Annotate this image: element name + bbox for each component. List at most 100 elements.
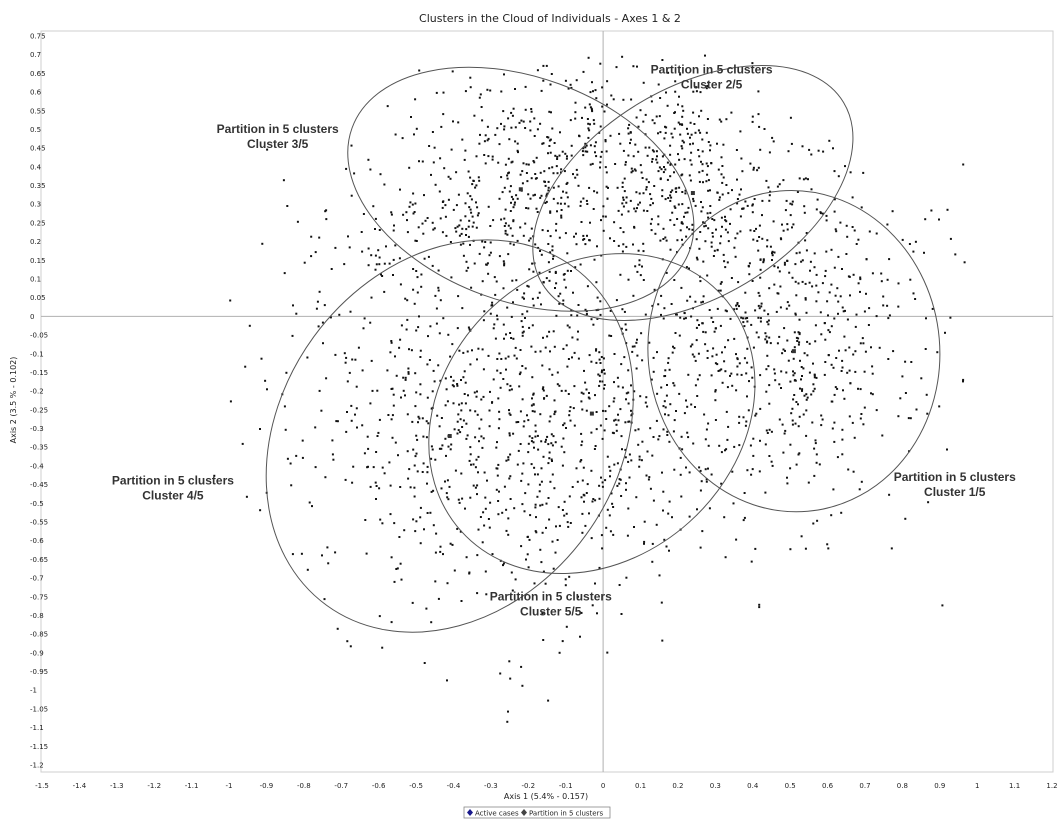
data-point — [912, 292, 915, 295]
data-point — [624, 448, 627, 451]
data-point — [603, 110, 606, 113]
data-point — [604, 410, 607, 413]
data-point — [518, 373, 521, 376]
data-point — [556, 539, 559, 541]
data-point — [348, 371, 351, 374]
data-point — [623, 310, 626, 313]
data-point — [522, 330, 525, 333]
data-point — [622, 196, 625, 199]
data-point — [793, 331, 796, 334]
data-point — [444, 404, 447, 407]
data-point — [755, 227, 757, 230]
data-point — [668, 500, 671, 503]
data-point — [563, 170, 566, 173]
data-point — [610, 335, 613, 337]
data-point — [754, 309, 757, 312]
data-point — [830, 283, 833, 286]
data-point — [475, 458, 478, 461]
data-point — [707, 227, 710, 230]
data-point — [417, 326, 420, 329]
data-point — [595, 428, 598, 431]
tick-labels: -1.5 -1.4 -1.3 -1.2 -1.1 -1 -0.9 -0.8 -0.7 -0.6 -0… — [30, 33, 1057, 791]
data-point — [673, 127, 676, 130]
data-point — [525, 207, 528, 209]
data-point — [468, 328, 471, 331]
data-point — [556, 210, 558, 213]
data-point — [767, 323, 770, 326]
data-point — [637, 249, 640, 252]
data-point — [413, 495, 416, 498]
data-point — [804, 177, 807, 180]
data-point — [467, 170, 470, 173]
data-point — [318, 389, 321, 392]
data-point — [744, 291, 747, 294]
data-point — [399, 486, 402, 488]
data-point — [476, 484, 479, 487]
data-point — [538, 490, 541, 493]
data-point — [452, 208, 455, 211]
data-point — [421, 160, 424, 163]
data-point — [547, 443, 550, 446]
data-point — [631, 350, 634, 353]
data-point — [637, 428, 640, 431]
data-point — [604, 215, 607, 218]
data-point — [586, 150, 589, 153]
data-point — [746, 361, 749, 364]
data-point — [709, 149, 711, 152]
data-point — [679, 73, 682, 76]
data-point — [644, 146, 647, 149]
data-point — [419, 393, 422, 396]
data-point — [459, 219, 462, 222]
data-point — [422, 232, 425, 235]
data-point — [678, 186, 681, 189]
data-point — [848, 369, 851, 372]
data-point — [580, 391, 583, 394]
data-point — [508, 190, 511, 193]
data-point — [757, 249, 760, 252]
data-point — [606, 508, 609, 511]
data-point — [649, 427, 652, 430]
data-point — [886, 278, 889, 281]
data-point — [603, 387, 605, 390]
data-point — [725, 184, 728, 186]
data-point — [855, 313, 858, 316]
data-point — [786, 339, 789, 342]
data-point — [820, 424, 823, 427]
data-point — [816, 198, 819, 201]
data-point — [449, 355, 452, 358]
data-point — [497, 463, 500, 466]
data-point — [633, 390, 636, 393]
data-point — [430, 490, 433, 493]
data-point — [487, 205, 490, 208]
data-point — [524, 222, 527, 225]
data-point — [462, 376, 465, 379]
data-point — [558, 651, 561, 654]
data-point — [780, 370, 783, 373]
data-point — [486, 139, 489, 142]
data-point — [605, 171, 608, 174]
data-point — [343, 352, 346, 355]
data-point — [808, 148, 811, 151]
data-point — [701, 530, 704, 533]
data-point — [830, 325, 833, 328]
data-point — [625, 398, 627, 401]
data-point — [815, 208, 818, 211]
data-point — [615, 429, 618, 432]
x-tick-label: -0.5 — [409, 782, 423, 790]
data-point — [470, 211, 473, 214]
data-point — [768, 384, 771, 387]
data-point — [742, 317, 744, 320]
data-point — [541, 503, 544, 506]
data-point — [797, 331, 800, 334]
data-point — [658, 115, 661, 118]
data-point — [704, 240, 707, 243]
data-point — [378, 487, 381, 490]
data-point — [710, 316, 713, 319]
data-point — [482, 511, 485, 514]
data-point — [568, 575, 571, 578]
data-point — [521, 472, 524, 475]
data-point — [805, 409, 808, 412]
data-point — [500, 358, 503, 360]
data-point — [944, 331, 946, 334]
data-point — [733, 308, 735, 311]
